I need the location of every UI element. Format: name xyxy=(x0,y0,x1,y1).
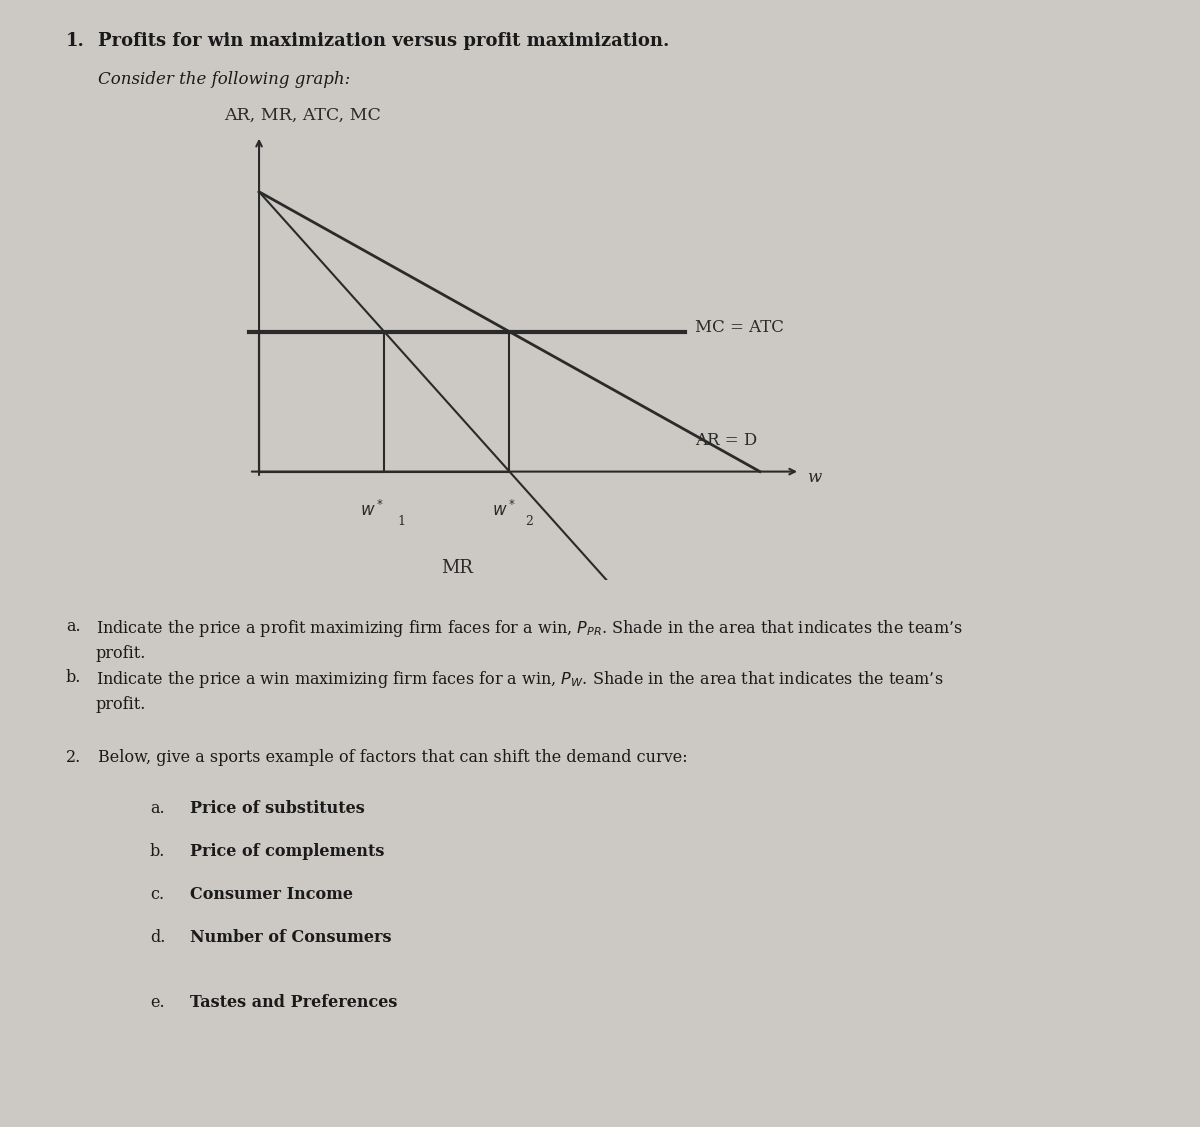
Text: $w^*$: $w^*$ xyxy=(360,499,384,520)
Text: profit.: profit. xyxy=(96,696,146,713)
Text: e.: e. xyxy=(150,994,164,1011)
Text: 1: 1 xyxy=(397,515,406,529)
Bar xyxy=(259,331,384,471)
Text: 2: 2 xyxy=(526,515,534,529)
Text: AR = D: AR = D xyxy=(695,432,757,449)
Text: 1.: 1. xyxy=(66,32,85,50)
Text: Indicate the price a win maximizing firm faces for a win, $P_W$. Shade in the ar: Indicate the price a win maximizing firm… xyxy=(96,669,943,691)
Text: Number of Consumers: Number of Consumers xyxy=(190,929,391,946)
Text: Profits for win maximization versus profit maximization.: Profits for win maximization versus prof… xyxy=(98,32,670,50)
Text: Tastes and Preferences: Tastes and Preferences xyxy=(190,994,397,1011)
Text: Below, give a sports example of factors that can shift the demand curve:: Below, give a sports example of factors … xyxy=(98,749,688,766)
Text: $w^*$: $w^*$ xyxy=(492,499,516,520)
Text: Price of substitutes: Price of substitutes xyxy=(190,800,365,817)
Text: MR: MR xyxy=(440,559,473,577)
Text: w: w xyxy=(808,469,822,487)
Text: Consider the following graph:: Consider the following graph: xyxy=(98,71,350,88)
Text: Consumer Income: Consumer Income xyxy=(190,886,353,903)
Text: a.: a. xyxy=(66,618,80,635)
Bar xyxy=(259,331,510,471)
Text: MC = ATC: MC = ATC xyxy=(695,319,784,336)
Text: Indicate the price a profit maximizing firm faces for a win, $P_{PR}$. Shade in : Indicate the price a profit maximizing f… xyxy=(96,618,962,639)
Text: d.: d. xyxy=(150,929,166,946)
Text: a.: a. xyxy=(150,800,164,817)
Text: AR, MR, ATC, MC: AR, MR, ATC, MC xyxy=(224,106,380,123)
Text: profit.: profit. xyxy=(96,645,146,662)
Text: b.: b. xyxy=(66,669,82,686)
Text: c.: c. xyxy=(150,886,164,903)
Text: b.: b. xyxy=(150,843,166,860)
Text: Price of complements: Price of complements xyxy=(190,843,384,860)
Text: 2.: 2. xyxy=(66,749,82,766)
